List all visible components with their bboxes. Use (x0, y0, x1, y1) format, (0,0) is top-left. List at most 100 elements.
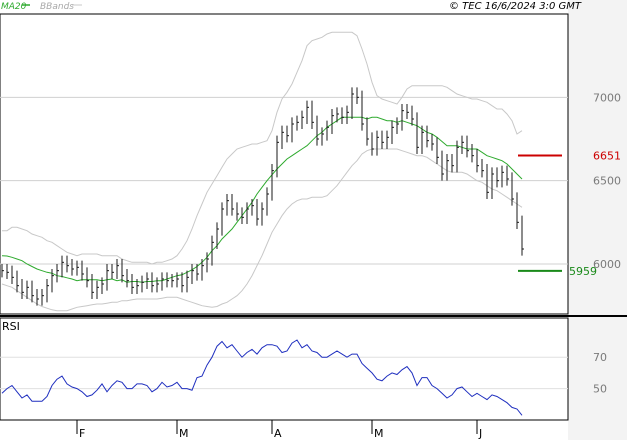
price-bar (501, 165, 504, 188)
price-bar (221, 202, 224, 236)
price-bar (396, 117, 399, 134)
x-tick-label: M (179, 427, 189, 440)
price-bar (31, 280, 34, 303)
price-bar (251, 199, 254, 216)
price-bar (491, 167, 494, 199)
price-bar (66, 255, 69, 273)
price-bar (476, 149, 479, 173)
price-bar (131, 274, 134, 294)
ma20-legend-label: MA20 (1, 2, 27, 12)
price-bar (441, 150, 444, 181)
price-bar (166, 272, 169, 288)
price-bar (176, 272, 179, 288)
rsi-panel-frame (0, 317, 569, 421)
price-bar (281, 125, 284, 149)
price-bar (16, 270, 19, 293)
price-bar (346, 105, 349, 124)
price-bar (121, 259, 124, 283)
price-bar (506, 165, 509, 186)
price-bar (426, 125, 429, 148)
price-bar (191, 264, 194, 284)
price-bar (406, 104, 409, 119)
price-bar (61, 255, 64, 278)
price-bar (41, 289, 44, 306)
price-bar (226, 194, 229, 216)
price-bar (211, 235, 214, 266)
price-bar (86, 267, 89, 288)
price-bar (291, 117, 294, 143)
price-bar (261, 202, 264, 226)
price-bar (316, 115, 319, 146)
price-bar (11, 265, 14, 284)
price-bar (356, 87, 359, 104)
price-bar (206, 252, 209, 273)
price-bar (451, 154, 454, 173)
price-bar (521, 215, 524, 256)
price-bar (386, 130, 389, 149)
price-bar (416, 112, 419, 154)
rsi-panel-label: RSI (2, 320, 20, 333)
price-bar (286, 125, 289, 143)
price-bar (186, 270, 189, 293)
price-panel-frame (0, 13, 569, 315)
price-bar (171, 274, 174, 288)
price-bar (466, 135, 469, 158)
price-y-tick-label: 6500 (593, 175, 621, 188)
resistance-level-label: 6651 (593, 150, 621, 163)
price-bar (371, 132, 374, 156)
price-bar (381, 130, 384, 149)
price-bar (516, 192, 519, 229)
price-bar (6, 264, 9, 279)
x-tick-label: J (478, 427, 482, 440)
price-bar (71, 259, 74, 276)
price-bar (331, 109, 334, 134)
price-bar (366, 117, 369, 146)
price-bar (421, 125, 424, 154)
price-bar (146, 272, 149, 289)
price-bar (436, 137, 439, 164)
price-bar (76, 260, 79, 276)
rsi-y-tick-label: 50 (593, 383, 607, 396)
price-bar (496, 167, 499, 188)
price-bar (111, 264, 114, 279)
rsi-line (1, 339, 523, 416)
price-bar (306, 100, 309, 124)
price-y-tick-label: 6000 (593, 258, 621, 271)
price-bar (136, 279, 139, 294)
price-bar (236, 202, 239, 221)
price-bar (341, 107, 344, 124)
price-bar (51, 269, 54, 293)
price-bar (116, 259, 119, 279)
price-bar (96, 280, 99, 299)
price-bar (46, 279, 49, 303)
copyright-text: © TEC 16/6/2024 3:0 GMT (449, 1, 582, 12)
price-bar (241, 207, 244, 224)
price-bar (151, 272, 154, 293)
price-bar (326, 120, 329, 141)
price-bar (486, 164, 489, 199)
price-bar (511, 172, 514, 206)
price-bar (391, 120, 394, 144)
price-bar (156, 277, 159, 293)
price-bar (141, 275, 144, 293)
price-bar (471, 144, 474, 163)
ma20-line (1, 116, 523, 283)
bbands-legend-label: BBands (40, 2, 74, 12)
price-bar (201, 259, 204, 281)
price-bar (456, 140, 459, 173)
x-tick-label: A (274, 427, 282, 440)
price-bar (126, 269, 129, 288)
price-bar (481, 159, 484, 178)
price-bar (351, 87, 354, 119)
price-bar (26, 280, 29, 299)
x-tick-label: M (374, 427, 384, 440)
support-level-label: 5959 (569, 265, 597, 278)
price-bar (246, 202, 249, 224)
price-bar (296, 115, 299, 131)
price-bar (106, 264, 109, 291)
price-bar (336, 107, 339, 123)
price-bar (91, 274, 94, 299)
price-bars (1, 87, 524, 306)
price-bar (431, 134, 434, 151)
price-bar (161, 272, 164, 291)
